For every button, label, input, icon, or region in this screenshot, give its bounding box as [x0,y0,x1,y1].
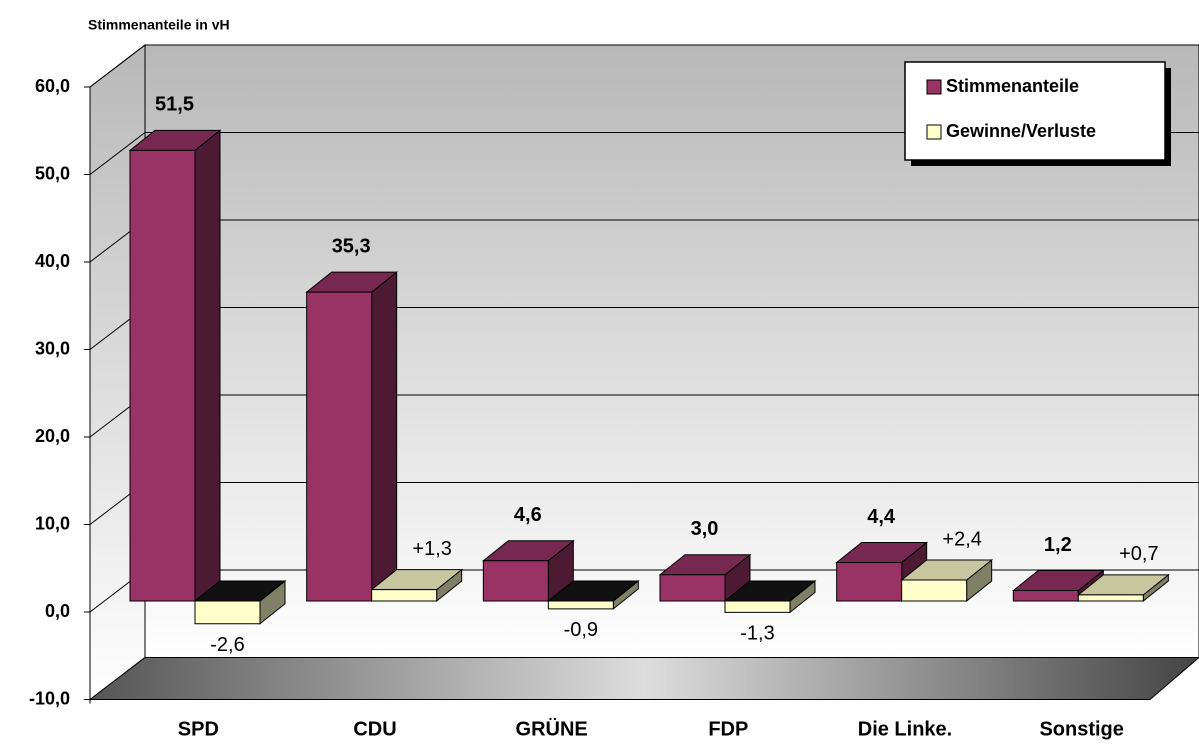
x-tick-label: Sonstige [1039,718,1123,740]
grid-line [89,132,1199,175]
bar [1076,573,1170,603]
value-label: -0,9 [564,619,598,641]
floor [88,657,1199,700]
y-tick-label: 40,0 [35,251,70,271]
bar-front [547,600,614,610]
y-tick-label: 30,0 [35,338,70,358]
value-label: 1,2 [1044,534,1072,556]
legend-swatch [926,124,942,140]
x-tick-label: GRÜNE [516,717,588,740]
x-tick-label: SPD [178,718,219,740]
y-tick-label: 0,0 [45,601,70,621]
value-label: -2,6 [210,634,244,656]
bar-front [659,574,726,602]
value-label: 3,0 [691,518,719,540]
x-tick-label: FDP [708,718,748,740]
legend [904,61,1166,161]
bar-front [1012,590,1079,602]
y-tick-label: 10,0 [35,513,70,533]
value-label: 51,5 [155,94,194,116]
y-axis-label: Stimmenanteile in vH [88,17,230,33]
value-label: +1,3 [412,538,451,560]
bar-front [836,562,903,602]
bar [370,568,464,603]
bar-front [724,600,791,613]
bar [658,553,752,603]
bar [481,539,575,603]
bar-front [371,589,438,602]
y-tick-label: -10,0 [29,688,70,708]
bar [546,579,640,610]
bar-side [194,129,221,603]
y-tick-label: 20,0 [35,426,70,446]
grid-line [89,44,1199,88]
bar-side [371,271,398,603]
bar [128,129,222,603]
bar [900,558,994,603]
legend-label: Stimmenanteile [946,76,1079,96]
value-label: +2,4 [942,528,981,550]
value-label: +0,7 [1119,543,1158,565]
bar-front [306,291,373,602]
bar-front [482,560,549,602]
bar-front [129,149,196,602]
bar [723,579,817,614]
value-label: 4,6 [514,504,542,526]
bar-front [194,600,261,625]
value-label: 35,3 [332,235,371,257]
bar [305,271,399,603]
bar-front [1077,594,1144,602]
y-tick-label: 60,0 [35,76,70,96]
x-tick-label: Die Linke. [858,718,952,740]
x-tick-label: CDU [353,718,396,740]
legend-label: Gewinne/Verluste [946,121,1096,141]
value-label: -1,3 [740,623,774,645]
y-tick-label: 50,0 [35,163,70,183]
legend-swatch [926,79,942,95]
value-label: 4,4 [867,506,896,528]
bar-front [901,579,968,602]
bar [193,579,287,625]
